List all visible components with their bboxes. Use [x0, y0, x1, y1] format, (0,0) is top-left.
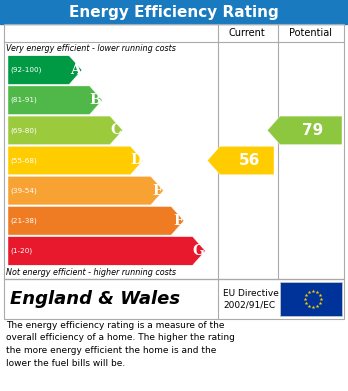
Text: (39-54): (39-54)	[10, 187, 37, 194]
Text: B: B	[89, 93, 101, 107]
Polygon shape	[207, 146, 274, 175]
Polygon shape	[8, 56, 82, 84]
Text: (92-100): (92-100)	[10, 67, 41, 74]
Text: (21-38): (21-38)	[10, 217, 37, 224]
Polygon shape	[8, 237, 205, 265]
Text: (55-68): (55-68)	[10, 157, 37, 164]
Polygon shape	[8, 206, 184, 235]
Bar	[4, 279, 344, 319]
Text: C: C	[111, 123, 122, 137]
Text: The energy efficiency rating is a measure of the
overall efficiency of a home. T: The energy efficiency rating is a measur…	[6, 321, 235, 368]
Text: Energy Efficiency Rating: Energy Efficiency Rating	[69, 5, 279, 20]
Text: Potential: Potential	[290, 28, 332, 38]
Text: Current: Current	[229, 28, 266, 38]
Polygon shape	[267, 116, 342, 145]
Polygon shape	[8, 86, 102, 115]
Bar	[0, 0, 348, 24]
Text: Very energy efficient - lower running costs: Very energy efficient - lower running co…	[6, 44, 176, 53]
Polygon shape	[8, 146, 143, 175]
Text: D: D	[130, 154, 142, 167]
Text: (1-20): (1-20)	[10, 248, 32, 254]
Text: F: F	[173, 214, 183, 228]
Polygon shape	[8, 116, 122, 145]
Text: A: A	[70, 63, 81, 77]
Text: 56: 56	[238, 153, 260, 168]
Bar	[280, 282, 342, 316]
Text: G: G	[192, 244, 204, 258]
Text: (69-80): (69-80)	[10, 127, 37, 134]
Text: 79: 79	[302, 123, 324, 138]
Text: Not energy efficient - higher running costs: Not energy efficient - higher running co…	[6, 268, 176, 277]
Text: (81-91): (81-91)	[10, 97, 37, 104]
Text: E: E	[152, 184, 163, 197]
Polygon shape	[8, 176, 164, 205]
Bar	[4, 24, 344, 279]
Text: EU Directive
2002/91/EC: EU Directive 2002/91/EC	[223, 289, 279, 309]
Text: England & Wales: England & Wales	[10, 290, 180, 308]
